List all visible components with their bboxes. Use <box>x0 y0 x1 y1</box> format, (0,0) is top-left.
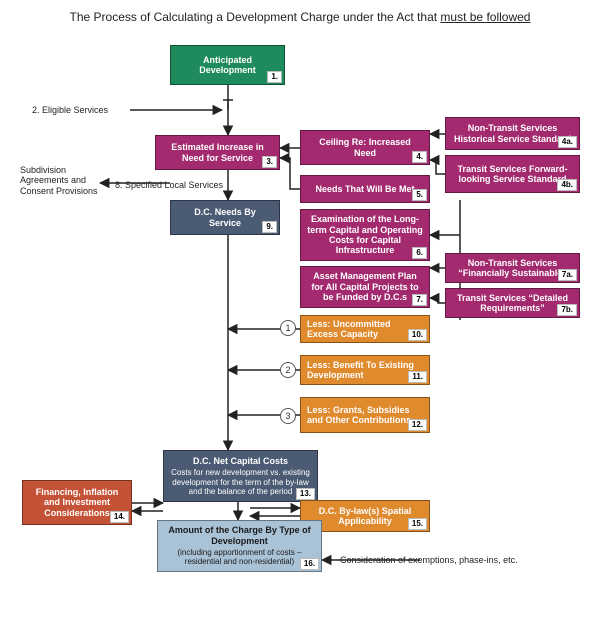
node-label: Transit Services Forward-looking Service… <box>452 164 573 185</box>
title-underlined: must be followed <box>440 10 530 24</box>
node-n7: Asset Management Plan for All Capital Pr… <box>300 266 430 308</box>
node-label: Anticipated Development <box>177 55 278 76</box>
node-n10: Less: Uncommitted Excess Capacity10. <box>300 315 430 343</box>
note-s16: Consideration of exemptions, phase-ins, … <box>340 555 518 565</box>
node-number: 4. <box>412 151 427 163</box>
node-n7a: Non-Transit Services “Financially Sustai… <box>445 253 580 283</box>
node-n4b: Transit Services Forward-looking Service… <box>445 155 580 193</box>
node-n7b: Transit Services “Detailed Requirements”… <box>445 288 580 318</box>
node-number: 4a. <box>558 136 577 148</box>
node-label: Asset Management Plan for All Capital Pr… <box>307 271 423 302</box>
node-n13: D.C. Net Capital CostsCosts for new deve… <box>163 450 318 502</box>
node-n14: Financing, Inflation and Investment Cons… <box>22 480 132 525</box>
edge <box>430 160 445 174</box>
title-text: The Process of Calculating a Development… <box>70 10 438 24</box>
node-label: Less: Grants, Subsidies and Other Contri… <box>307 405 423 426</box>
node-label: D.C. By-law(s) Spatial Applicability <box>307 506 423 527</box>
node-number: 7. <box>412 294 427 306</box>
node-number: 7a. <box>558 269 577 281</box>
node-n5: Needs That Will Be Met5. <box>300 175 430 203</box>
node-number: 3. <box>262 156 277 168</box>
node-number: 1. <box>267 71 282 83</box>
node-n4a: Non-Transit Services Historical Service … <box>445 117 580 150</box>
page-title: The Process of Calculating a Development… <box>0 10 600 24</box>
node-number: 11. <box>408 371 427 383</box>
node-number: 5. <box>412 189 427 201</box>
node-label: Amount of the Charge By Type of Developm… <box>164 525 315 566</box>
note-s2: 2. Eligible Services <box>32 105 108 115</box>
node-label: Non-Transit Services Historical Service … <box>452 123 573 144</box>
node-n9: D.C. Needs By Service9. <box>170 200 280 235</box>
node-number: 15. <box>408 518 427 530</box>
node-label: Examination of the Long-term Capital and… <box>307 214 423 255</box>
node-number: 7b. <box>557 304 577 316</box>
note-s8b: 8. Specified Local Services <box>115 180 223 190</box>
diagram-stage: The Process of Calculating a Development… <box>0 0 600 623</box>
edge <box>280 158 300 189</box>
node-label: Non-Transit Services “Financially Sustai… <box>452 258 573 279</box>
node-n1: Anticipated Development1. <box>170 45 285 85</box>
node-n11: Less: Benefit To Existing Development11. <box>300 355 430 385</box>
node-n6: Examination of the Long-term Capital and… <box>300 209 430 261</box>
node-label: Ceiling Re: Increased Need <box>307 137 423 158</box>
node-number: 16. <box>300 558 319 570</box>
edge <box>430 298 445 303</box>
node-number: 6. <box>412 247 427 259</box>
node-n12: Less: Grants, Subsidies and Other Contri… <box>300 397 430 433</box>
node-number: 14. <box>110 511 129 523</box>
circle-c1: 1 <box>280 320 296 336</box>
node-label: Less: Benefit To Existing Development <box>307 360 423 381</box>
node-label: Estimated Increase in Need for Service <box>162 142 273 163</box>
node-label: Less: Uncommitted Excess Capacity <box>307 319 423 340</box>
node-number: 13. <box>296 488 315 500</box>
node-number: 9. <box>262 221 277 233</box>
node-label: Transit Services “Detailed Requirements” <box>452 293 573 314</box>
circle-c2: 2 <box>280 362 296 378</box>
node-label: D.C. Needs By Service <box>177 207 273 228</box>
node-label: Needs That Will Be Met <box>307 184 423 194</box>
circle-c3: 3 <box>280 408 296 424</box>
node-n3: Estimated Increase in Need for Service3. <box>155 135 280 170</box>
node-n4: Ceiling Re: Increased Need4. <box>300 130 430 165</box>
node-number: 10. <box>408 329 427 341</box>
node-number: 4b. <box>557 179 577 191</box>
node-label: D.C. Net Capital CostsCosts for new deve… <box>170 456 311 496</box>
node-n16: Amount of the Charge By Type of Developm… <box>157 520 322 572</box>
node-number: 12. <box>408 419 427 431</box>
note-s8a: Subdivision Agreements and Consent Provi… <box>20 165 100 196</box>
